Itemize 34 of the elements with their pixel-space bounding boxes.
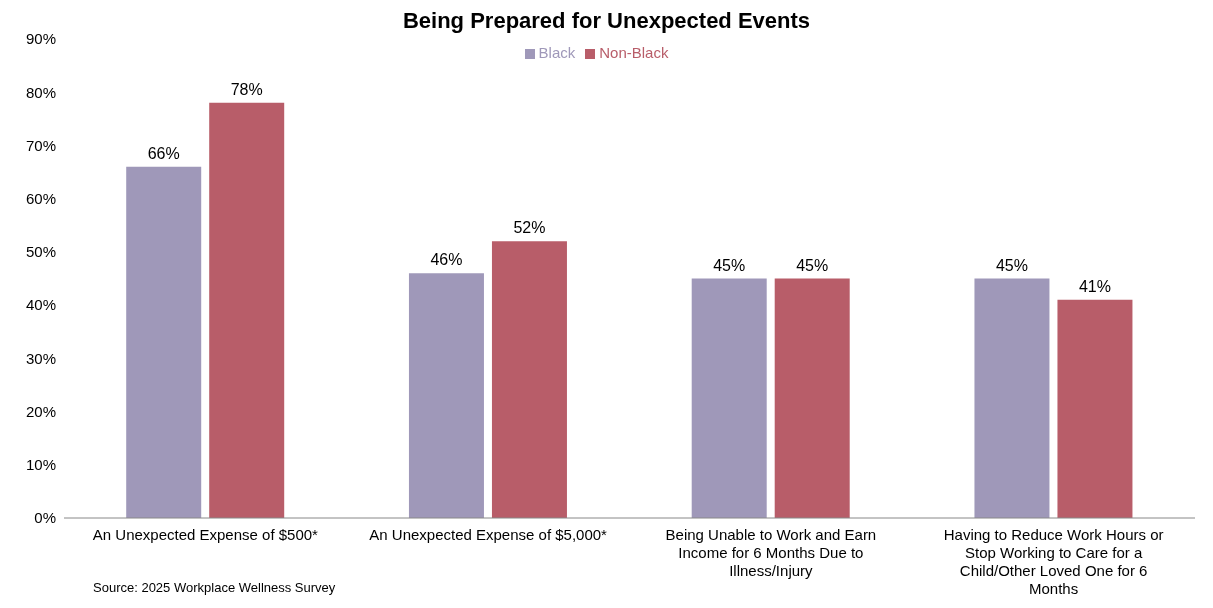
y-tick-label: 70% [25, 136, 56, 154]
bar [691, 278, 767, 518]
data-label: 52% [513, 219, 546, 237]
y-tick-label: 50% [25, 243, 56, 261]
bar [1057, 299, 1133, 518]
source-note: Source: 2025 Workplace Wellness Survey [93, 580, 336, 595]
data-label: 46% [430, 251, 463, 269]
y-tick-label: 30% [25, 349, 56, 367]
y-tick-label: 0% [34, 509, 56, 527]
bar [491, 241, 567, 518]
y-tick-label: 10% [25, 456, 56, 474]
bar [209, 102, 285, 518]
data-label: 45% [713, 256, 746, 274]
data-label: 78% [230, 80, 263, 98]
data-label: 66% [147, 144, 180, 162]
y-tick-label: 20% [25, 402, 56, 420]
y-tick-label: 60% [25, 189, 56, 207]
x-tick-label: Being Unable to Work and Earn Income for 6 Months Due to Illness/Injury [665, 526, 877, 579]
bar [408, 273, 484, 518]
data-label: 41% [1078, 277, 1111, 295]
x-tick-label: An Unexpected Expense of $5,000* [369, 526, 608, 543]
y-tick-label: 90% [25, 30, 56, 48]
x-tick-label: An Unexpected Expense of $500* [92, 526, 319, 543]
data-label: 45% [796, 256, 829, 274]
chart-title: Being Prepared for Unexpected Events [402, 8, 811, 33]
bar [974, 278, 1050, 518]
y-tick-label: 40% [25, 296, 56, 314]
y-tick-label: 80% [25, 83, 56, 101]
bar [126, 166, 202, 518]
legend-label: Black [538, 44, 576, 61]
legend-label: Non-Black [599, 44, 669, 61]
data-label: 45% [995, 256, 1028, 274]
bar [774, 278, 850, 518]
x-tick-label: Having to Reduce Work Hours or Stop Working to Care for a Child/Other Loved One for 6 Months [943, 526, 1164, 597]
